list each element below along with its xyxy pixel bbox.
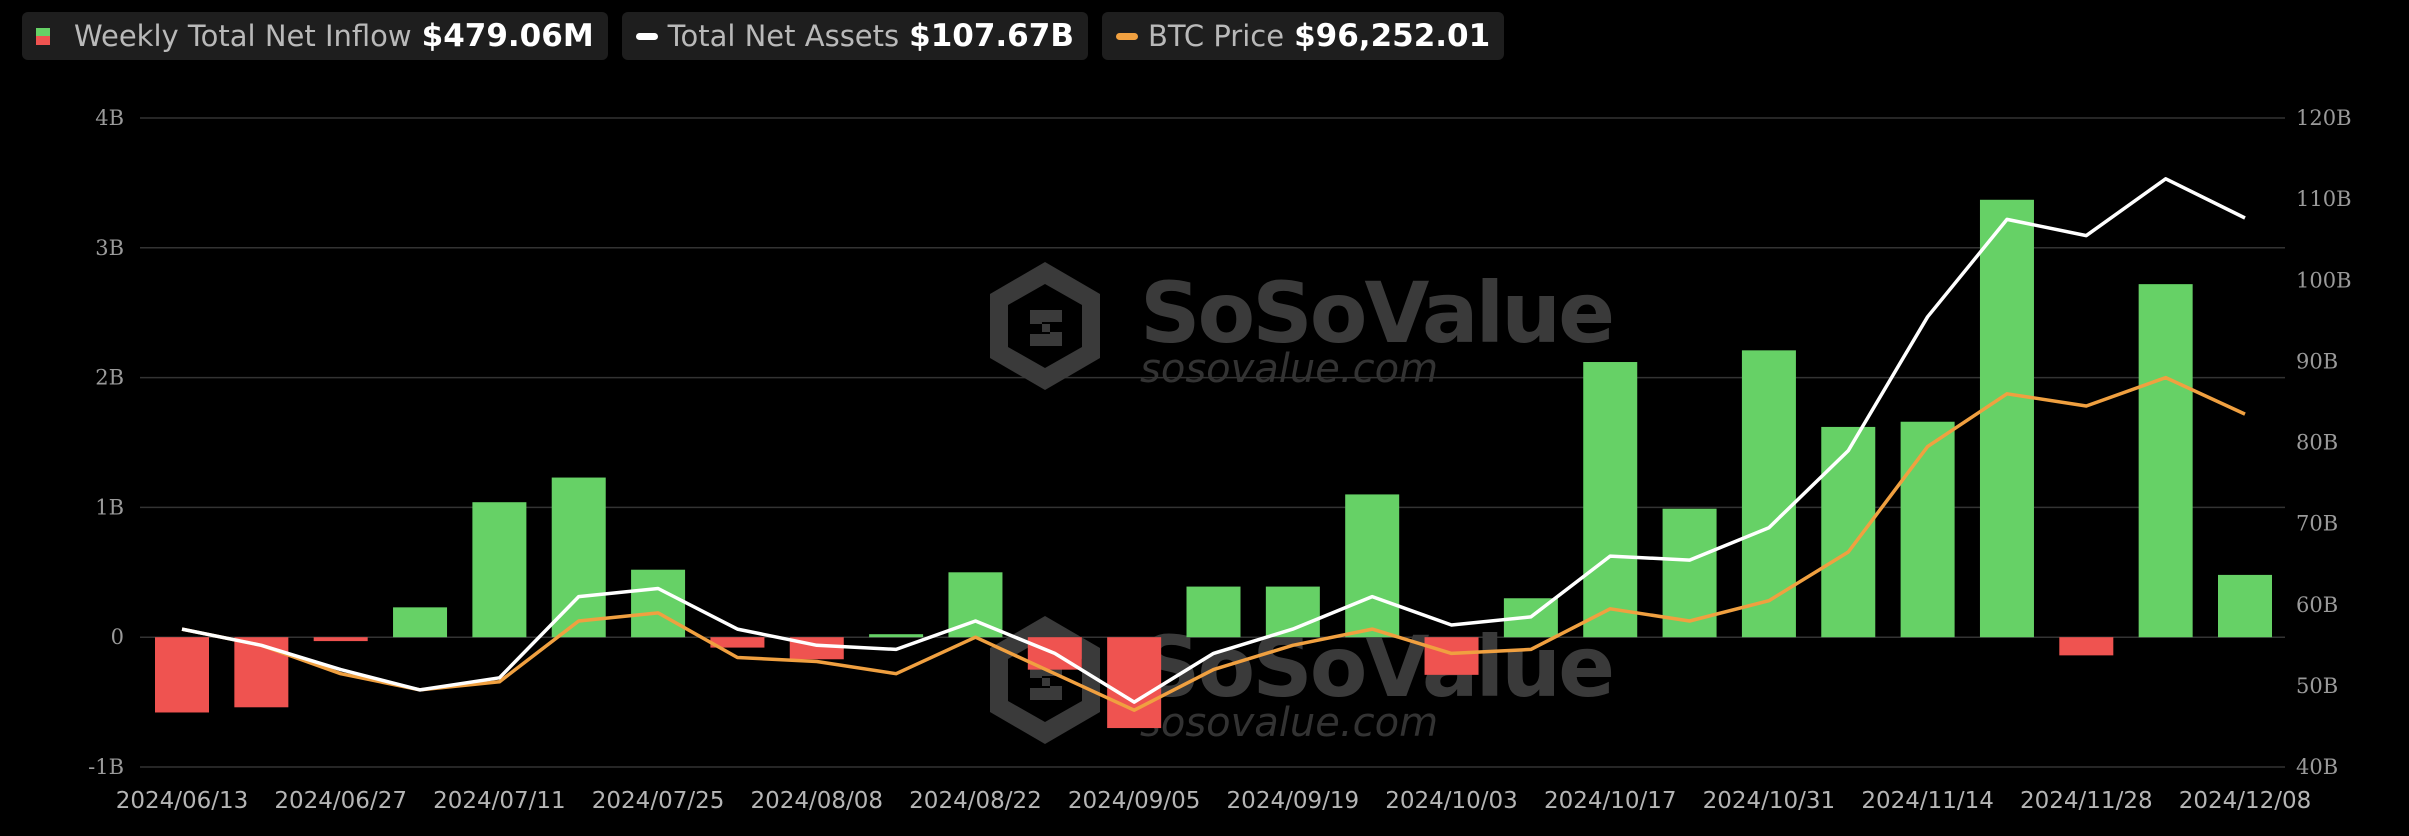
inflow-bar [1900,421,1955,638]
y-right-tick-label: 80B [2296,431,2338,455]
x-tick-label: 2024/10/17 [1544,788,1677,814]
legend-assets-label: Total Net Assets [667,19,900,53]
watermark-top: SoSoValue sosovalue.com [990,262,1615,392]
total-net-assets-line [181,177,2246,704]
legend-btc-label: BTC Price [1147,19,1285,53]
inflow-bars [155,199,2272,729]
inflow-bar [1821,426,1876,638]
legend-assets-value: $107.67B [909,18,1074,54]
inflow-bar [710,637,765,648]
inflow-bar [472,502,527,638]
y-right-tick-label: 120B [2296,106,2352,130]
inflow-bar [393,607,448,638]
y-right-tick-label: 50B [2296,674,2338,698]
legend-btc[interactable]: BTC Price $96,252.01 [1101,12,1505,60]
y-axis-left: -1B 0 1B 2B 3B 4B [88,106,124,779]
x-tick-label: 2024/12/08 [2179,788,2312,814]
inflow-bar [1979,199,2034,638]
y-right-tick-label: 90B [2296,349,2338,373]
y-right-tick-label: 100B [2296,268,2352,292]
x-tick-label: 2024/10/31 [1703,788,1836,814]
inflow-bar [1583,362,1638,638]
legend: Weekly Total Net Inflow $479.06M Total N… [22,12,1505,60]
x-tick-label: 2024/09/19 [1227,788,1360,814]
x-tick-label: 2024/07/25 [592,788,725,814]
legend-assets[interactable]: Total Net Assets $107.67B [621,12,1088,60]
inflow-bar [1424,637,1479,675]
watermark-url: sosovalue.com [1140,700,1438,746]
inflow-bar [1345,494,1400,638]
x-axis: 2024/06/13 2024/06/27 2024/07/11 2024/07/25… [116,788,2312,814]
x-tick-label: 2024/06/27 [274,788,407,814]
y-left-tick-label: 4B [95,106,124,130]
legend-inflow-value: $479.06M [421,18,594,54]
x-tick-label: 2024/11/14 [1861,788,1994,814]
y-axis-right: 40B 50B 60B 70B 80B 90B 100B 110B 120B [2296,106,2352,779]
x-tick-label: 2024/08/08 [750,788,883,814]
x-tick-label: 2024/10/03 [1385,788,1518,814]
assets-swatch-icon [635,32,658,40]
legend-inflow-label: Weekly Total Net Inflow [74,19,412,53]
inflow-bar [234,637,289,708]
inflow-bar [2138,284,2193,638]
inflow-bar [155,637,209,713]
watermark-url: sosovalue.com [1140,346,1438,392]
x-tick-label: 2024/08/22 [909,788,1042,814]
series-lines [181,177,2246,712]
inflow-bar [631,569,686,638]
y-right-tick-label: 110B [2296,187,2352,211]
inflow-bar [1741,350,1796,638]
legend-btc-value: $96,252.01 [1294,18,1491,54]
y-left-tick-label: 2B [95,366,124,390]
inflow-bar [313,637,368,642]
legend-inflow[interactable]: Weekly Total Net Inflow $479.06M [22,12,608,60]
y-right-tick-label: 60B [2296,593,2338,617]
inflow-bar [2218,574,2272,638]
x-tick-label: 2024/07/11 [433,788,566,814]
inflow-bar [551,477,606,638]
btc-swatch-icon [1115,32,1138,40]
x-tick-label: 2024/09/05 [1068,788,1201,814]
y-left-tick-label: -1B [88,755,124,779]
y-left-tick-label: 1B [95,495,124,519]
inflow-bar [869,634,924,638]
watermark-brand: SoSoValue [1140,264,1612,362]
y-right-tick-label: 70B [2296,512,2338,536]
inflow-bar [2059,637,2114,656]
inflow-swatch-icon [36,27,50,45]
inflow-bar [1186,586,1241,638]
x-tick-label: 2024/06/13 [116,788,249,814]
btc-price-line [181,375,2246,712]
y-left-tick-label: 3B [95,236,124,260]
y-right-tick-label: 40B [2296,755,2338,779]
watermarks: SoSoValue sosovalue.com SoSoValue sosova… [990,262,1615,746]
y-left-tick-label: 0 [111,625,124,649]
x-tick-label: 2024/11/28 [2020,788,2153,814]
inflow-bar [1107,637,1162,729]
